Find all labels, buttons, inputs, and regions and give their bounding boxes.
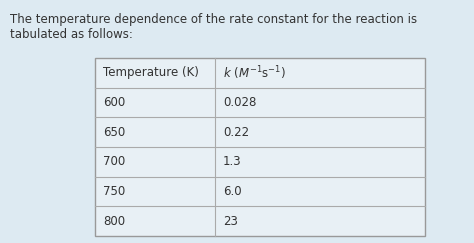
Text: 650: 650: [103, 126, 125, 139]
Text: Temperature (K): Temperature (K): [103, 66, 199, 79]
Text: 750: 750: [103, 185, 125, 198]
Text: 6.0: 6.0: [223, 185, 242, 198]
Text: tabulated as follows:: tabulated as follows:: [10, 28, 133, 41]
Text: 0.22: 0.22: [223, 126, 249, 139]
Text: 1.3: 1.3: [223, 155, 242, 168]
Text: 600: 600: [103, 96, 125, 109]
Text: 23: 23: [223, 215, 238, 228]
Text: 800: 800: [103, 215, 125, 228]
Text: $k\ (M^{-1}\mathrm{s}^{-1})$: $k\ (M^{-1}\mathrm{s}^{-1})$: [223, 64, 286, 82]
Text: The temperature dependence of the rate constant for the reaction is: The temperature dependence of the rate c…: [10, 13, 417, 26]
Text: 700: 700: [103, 155, 125, 168]
Text: 0.028: 0.028: [223, 96, 256, 109]
Bar: [95, 58, 425, 236]
